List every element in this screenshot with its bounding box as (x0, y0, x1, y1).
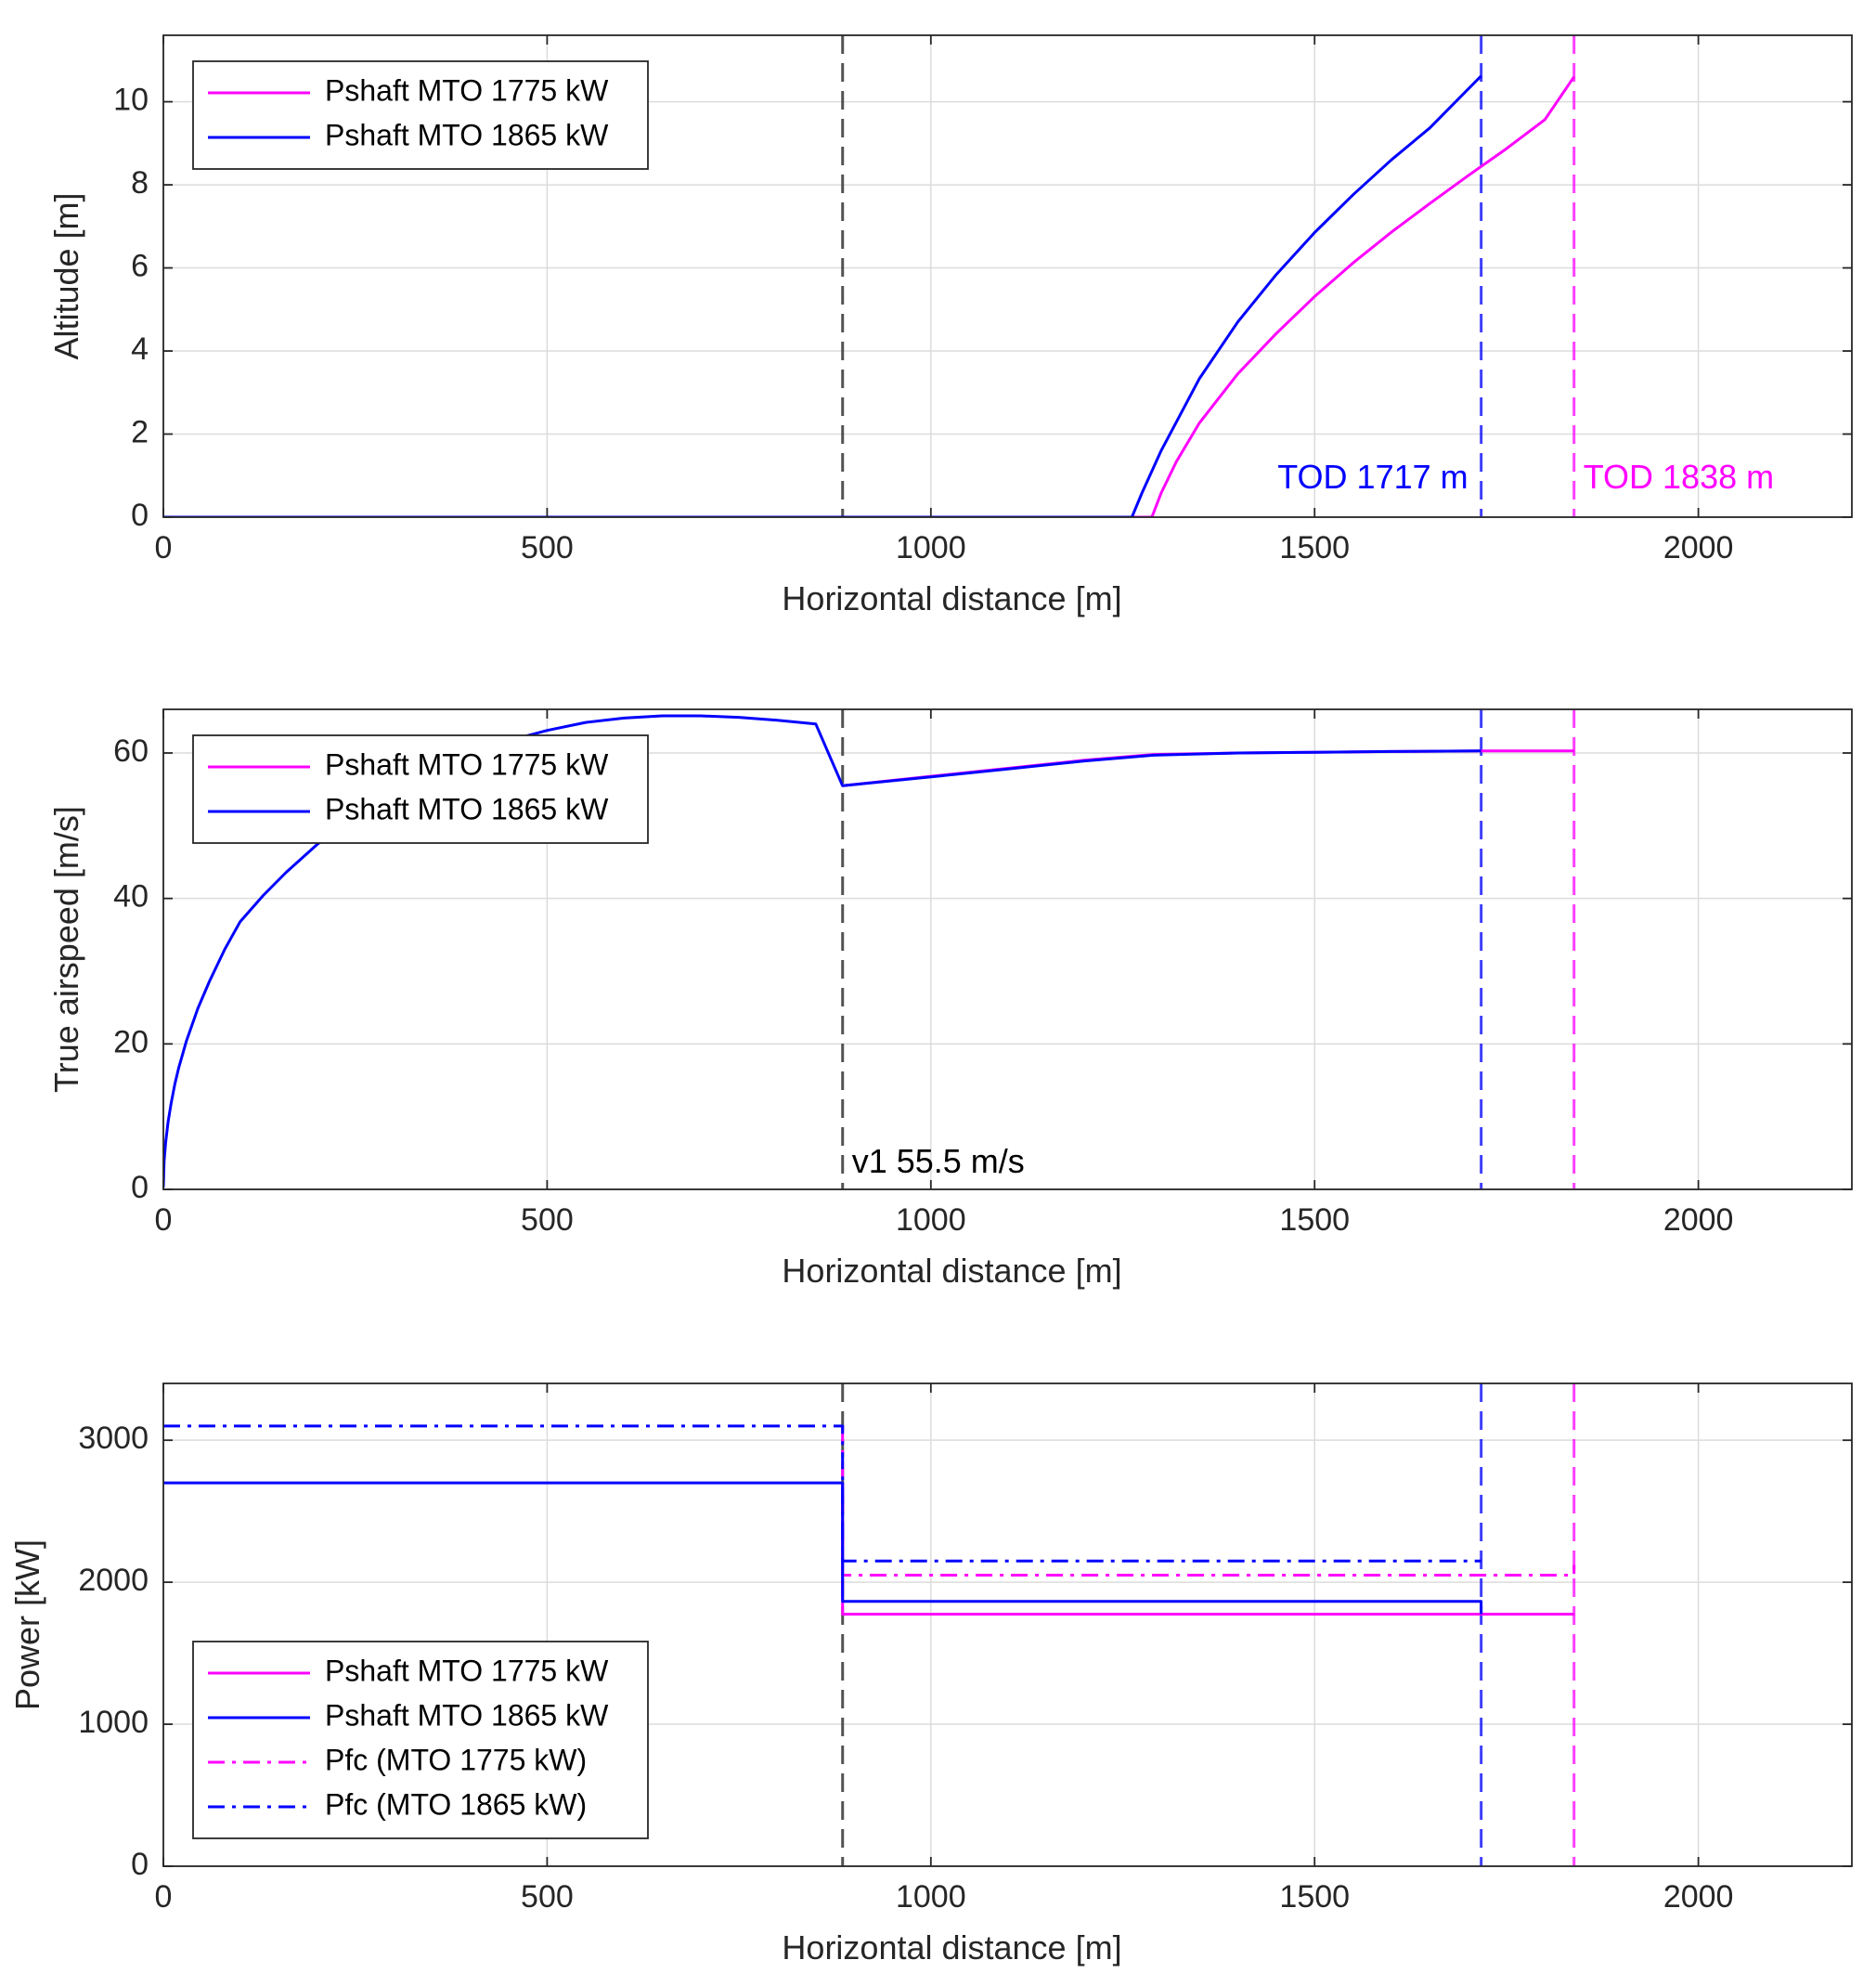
y-tick-label: 10 (113, 83, 149, 118)
y-tick-label: 40 (113, 879, 149, 915)
series-line (163, 74, 1482, 517)
x-axis-label: Horizontal distance [m] (782, 1928, 1121, 1967)
y-tick-label: 8 (131, 165, 149, 201)
x-tick-label: 2000 (1663, 1879, 1734, 1915)
x-tick-label: 0 (155, 530, 173, 565)
axes-box (162, 708, 1853, 1190)
y-tick-label: 0 (131, 1170, 149, 1205)
annotation: TOD 1717 m (1277, 458, 1468, 496)
subplot-2: v1 55.5 m/s 0 500 1000 1500 2000 0 20 40 60 Horizo… (47, 708, 1853, 1290)
legend-box (192, 734, 649, 844)
axes-box (162, 34, 1853, 518)
y-tick-label: 0 (131, 498, 149, 533)
legend: Pshaft MTO 1775 kW Pshaft MTO 1865 kW (192, 734, 649, 844)
y-tick-label: 2 (131, 415, 149, 450)
legend: Pshaft MTO 1775 kW Pshaft MTO 1865 kW Pfc … (192, 1641, 649, 1839)
y-tick-label: 0 (131, 1847, 149, 1882)
legend-box (192, 60, 649, 170)
x-tick-label: 1500 (1279, 530, 1350, 565)
x-tick-label: 2000 (1663, 1202, 1734, 1238)
x-axis-label: Horizontal distance [m] (782, 579, 1121, 617)
legend: Pshaft MTO 1775 kW Pshaft MTO 1865 kW (192, 60, 649, 170)
series-line (163, 75, 1575, 517)
legend-label: Pfc (MTO 1865 kW) (325, 1787, 587, 1821)
legend-label: Pshaft MTO 1775 kW (325, 73, 609, 107)
y-axis-label: Altitude [m] (47, 192, 85, 359)
y-axis-label: True airspeed [m/s] (47, 806, 85, 1093)
x-axis-label: Horizontal distance [m] (782, 1252, 1121, 1290)
y-tick-label: 60 (113, 733, 149, 769)
y-tick-label: 4 (131, 331, 149, 367)
y-tick-label: 3000 (78, 1421, 149, 1456)
y-axis-label: Power [kW] (8, 1539, 46, 1710)
subplot-1: TOD 1717 m TOD 1838 m 0 500 1000 1500 2000 0 2 4 6… (47, 34, 1853, 617)
x-tick-label: 1500 (1279, 1879, 1350, 1915)
x-tick-label: 1500 (1279, 1202, 1350, 1238)
annotation: TOD 1838 m (1584, 458, 1774, 496)
x-tick-label: 1000 (896, 1202, 966, 1238)
x-tick-label: 0 (155, 1879, 173, 1915)
x-tick-label: 500 (521, 1879, 574, 1915)
x-tick-label: 500 (521, 530, 574, 565)
legend-label: Pshaft MTO 1775 kW (325, 1654, 609, 1687)
x-tick-label: 1000 (896, 1879, 966, 1915)
axes-box (162, 1382, 1853, 1867)
legend-label: Pshaft MTO 1865 kW (325, 1698, 609, 1732)
legend-label: Pshaft MTO 1775 kW (325, 747, 609, 781)
x-tick-label: 0 (155, 1202, 173, 1238)
y-tick-label: 1000 (78, 1705, 149, 1740)
x-tick-label: 500 (521, 1202, 574, 1238)
data-layer (163, 1383, 1576, 1866)
annotation: v1 55.5 m/s (852, 1142, 1025, 1180)
y-tick-label: 2000 (78, 1563, 149, 1598)
legend-label: Pshaft MTO 1865 kW (325, 118, 609, 151)
legend-label: Pfc (MTO 1775 kW) (325, 1743, 587, 1776)
subplot-3: 0 500 1000 1500 2000 0 1000 2000 3000 Horizontal … (8, 1382, 1853, 1967)
x-tick-label: 1000 (896, 530, 966, 565)
y-tick-label: 20 (113, 1024, 149, 1059)
data-layer (163, 35, 1576, 517)
legend-label: Pshaft MTO 1865 kW (325, 792, 609, 825)
x-tick-label: 2000 (1663, 530, 1734, 565)
y-tick-label: 6 (131, 249, 149, 284)
series-line (163, 1481, 1483, 1615)
